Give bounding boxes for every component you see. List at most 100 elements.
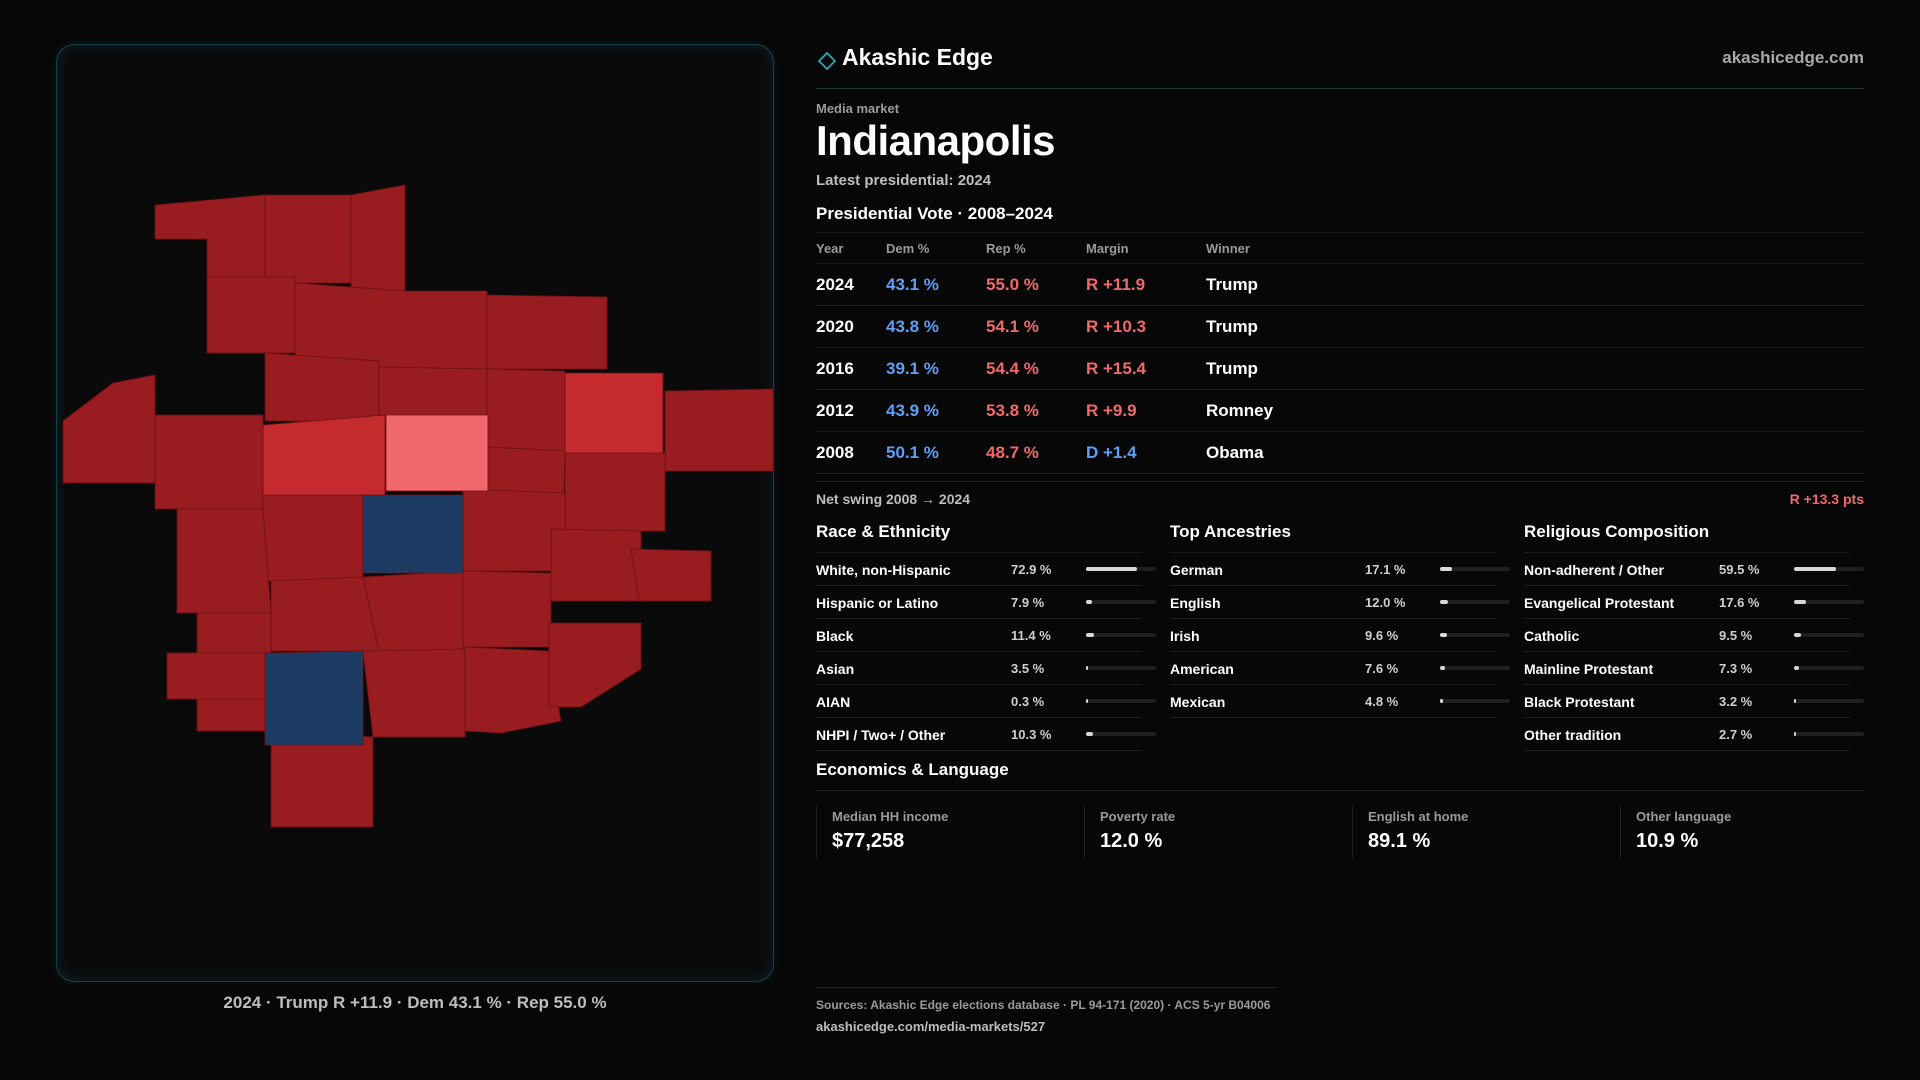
share-bar <box>1086 699 1156 703</box>
county-rep[interactable] <box>486 368 566 452</box>
share-bar-fill <box>1086 633 1094 637</box>
share-bar <box>1794 600 1864 604</box>
net-swing: Net swing 2008 → 2024 R +13.3 pts <box>816 481 1864 518</box>
share-bar <box>1794 699 1864 703</box>
county-rep[interactable] <box>262 494 364 582</box>
ancestry-title: Top Ancestries <box>1170 520 1496 553</box>
list-item: German 17.1 % <box>1170 553 1510 586</box>
county-rep[interactable] <box>362 570 464 652</box>
list-item: Mainline Protestant 7.3 % <box>1524 652 1864 685</box>
row-value: 2.7 % <box>1719 727 1753 742</box>
share-bar <box>1086 732 1156 736</box>
share-bar <box>1440 666 1510 670</box>
row-value: 3.2 % <box>1719 694 1753 709</box>
header: Akashic Edge akashicedge.com <box>816 44 1864 89</box>
county-rep[interactable] <box>664 388 774 472</box>
econ-card-poverty: Poverty rate 12.0 % <box>1084 806 1325 858</box>
rep-cell: 54.4 % <box>986 347 1086 390</box>
county-rep[interactable] <box>154 194 266 278</box>
dem-cell: 50.1 % <box>886 431 986 474</box>
row-label: Black Protestant <box>1524 694 1635 710</box>
econ-card-english: English at home 89.1 % <box>1352 806 1593 858</box>
col-rep: Rep % <box>986 232 1086 264</box>
list-item: Evangelical Protestant 17.6 % <box>1524 586 1864 619</box>
vote-table-header: Year Dem % Rep % Margin Winner <box>816 232 1864 264</box>
margin-cell: R +15.4 <box>1086 347 1206 390</box>
county-rep[interactable] <box>630 548 712 602</box>
table-row: 2024 43.1 % 55.0 % R +11.9 Trump <box>816 263 1864 306</box>
county-dem[interactable] <box>264 650 364 746</box>
row-value: 0.3 % <box>1011 694 1045 709</box>
county-rep[interactable] <box>486 294 608 370</box>
share-bar <box>1086 600 1156 604</box>
county-rep[interactable] <box>262 414 386 496</box>
list-item: Black 11.4 % <box>816 619 1156 652</box>
rep-cell: 53.8 % <box>986 389 1086 432</box>
row-label: Catholic <box>1524 628 1580 644</box>
row-value: 7.6 % <box>1365 661 1399 676</box>
share-bar <box>1440 600 1510 604</box>
county-rep[interactable] <box>378 366 488 422</box>
media-market-label: Media market <box>816 101 900 116</box>
county-rep[interactable] <box>385 414 489 492</box>
brand-url[interactable]: akashicedge.com <box>1722 48 1864 67</box>
econ-label: English at home <box>1368 809 1469 824</box>
row-value: 4.8 % <box>1365 694 1399 709</box>
share-bar <box>1086 567 1156 571</box>
race-ethnicity-title: Race & Ethnicity <box>816 520 1142 553</box>
county-rep[interactable] <box>264 352 380 422</box>
county-rep[interactable] <box>362 648 466 738</box>
share-bar <box>1440 567 1510 571</box>
share-bar-fill <box>1440 666 1446 670</box>
list-item: Mexican 4.8 % <box>1170 685 1510 718</box>
rep-cell: 48.7 % <box>986 431 1086 474</box>
share-bar-fill <box>1086 567 1138 571</box>
map-caption: 2024 · Trump R +11.9 · Dem 43.1 % · Rep … <box>223 993 607 1012</box>
county-rep[interactable] <box>462 488 566 572</box>
county-rep[interactable] <box>462 570 552 648</box>
year-cell: 2008 <box>816 431 886 474</box>
econ-label: Other language <box>1636 809 1732 824</box>
row-value: 9.6 % <box>1365 628 1399 643</box>
share-bar <box>1086 666 1156 670</box>
county-rep[interactable] <box>350 184 406 292</box>
rep-cell: 55.0 % <box>986 263 1086 306</box>
county-rep[interactable] <box>166 652 272 700</box>
dem-cell: 39.1 % <box>886 347 986 390</box>
row-label: Other tradition <box>1524 727 1622 743</box>
col-margin: Margin <box>1086 232 1206 264</box>
row-value: 9.5 % <box>1719 628 1753 643</box>
winner-cell: Romney <box>1206 389 1864 432</box>
county-rep[interactable] <box>154 414 264 510</box>
county-rep[interactable] <box>270 576 380 652</box>
county-rep[interactable] <box>294 282 488 370</box>
county-rep[interactable] <box>464 646 562 734</box>
county-rep[interactable] <box>564 372 664 454</box>
row-value: 7.3 % <box>1719 661 1753 676</box>
share-bar-fill <box>1794 732 1796 736</box>
row-label: Mexican <box>1170 694 1226 710</box>
share-bar <box>1794 633 1864 637</box>
col-dem: Dem % <box>886 232 986 264</box>
econ-value: 12.0 % <box>1100 830 1163 852</box>
county-dem[interactable] <box>362 494 464 574</box>
county-rep[interactable] <box>548 622 642 708</box>
table-row: 2016 39.1 % 54.4 % R +15.4 Trump <box>816 347 1864 390</box>
list-item: Non-adherent / Other 59.5 % <box>1524 553 1864 586</box>
county-rep[interactable] <box>264 194 352 284</box>
county-rep[interactable] <box>206 276 296 354</box>
year-cell: 2012 <box>816 389 886 432</box>
source-link[interactable]: akashicedge.com/media-markets/527 <box>816 1019 1046 1034</box>
list-item: Other tradition 2.7 % <box>1524 718 1864 751</box>
row-label: German <box>1170 562 1223 578</box>
econ-value: 10.9 % <box>1636 830 1699 852</box>
share-bar-fill <box>1440 600 1449 604</box>
county-rep[interactable] <box>62 374 156 484</box>
list-item: AIAN 0.3 % <box>816 685 1156 718</box>
county-rep[interactable] <box>550 528 642 602</box>
share-bar-fill <box>1086 666 1089 670</box>
county-rep[interactable] <box>176 508 272 614</box>
county-rep[interactable] <box>564 450 666 532</box>
row-label: NHPI / Two+ / Other <box>816 727 946 743</box>
latest-presidential: Latest presidential: 2024 <box>816 172 992 189</box>
